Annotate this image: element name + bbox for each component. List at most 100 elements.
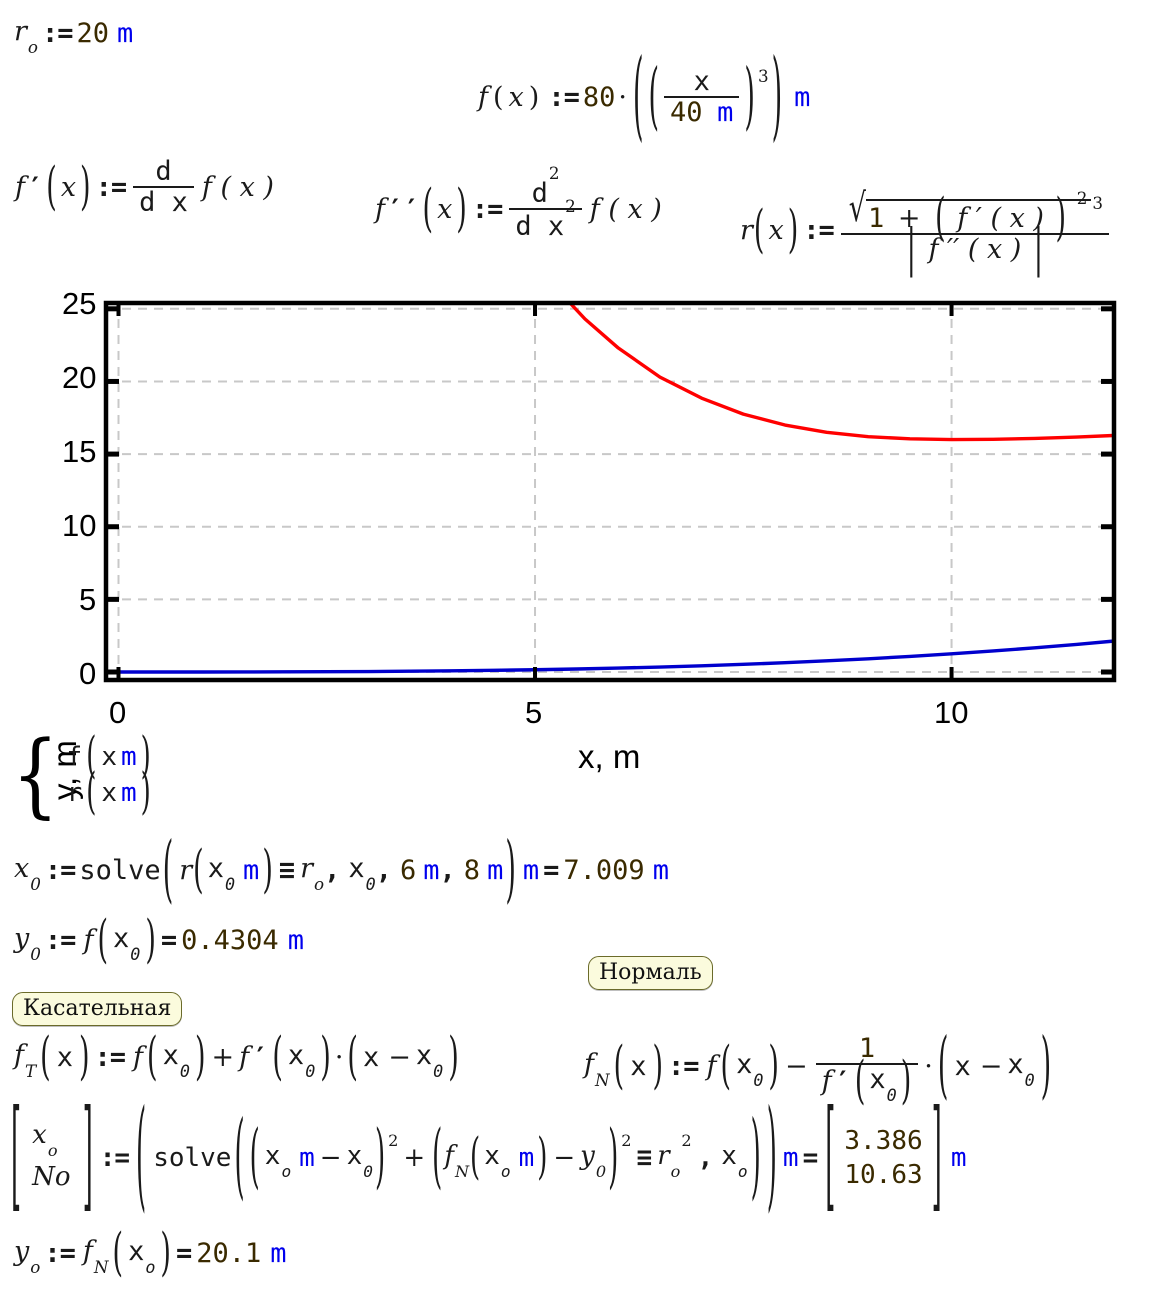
outer-paren-open: ( [632,41,644,153]
x-tick-label-5: 5 [525,695,543,730]
term2-f: f [239,1042,250,1074]
paren-close: ) [160,1224,171,1284]
definition-f-prime[interactable]: f ′ ( x ) := d d x f ( x ) [15,158,274,216]
radical-sign: √ [848,186,866,231]
equals-operator: = [543,855,560,887]
fN-symbol: fN [584,1048,610,1090]
outer-paren-close: ) [766,1089,777,1228]
abs-bar-right: | [1033,220,1044,279]
r-symbol: r [740,215,753,246]
tag-tangent[interactable]: Касательная [12,992,183,1027]
solve-out-unit: m [782,1143,799,1174]
eval-yo-line[interactable]: yo := fN ( xo ) = 20.1 m [14,1228,287,1279]
f-fraction-numerator: x [693,66,710,97]
assign-operator: := [99,1143,130,1174]
paren-close: ) [768,1036,779,1096]
solve-unknown: xo [721,1141,748,1182]
legend-f-symbol: f [66,741,83,772]
sqrt-exponent: 3 [1092,192,1103,213]
fT-symbol: fT [14,1040,37,1082]
normal-slope-fraction: 1 f ′ ( x0 ) [815,1035,919,1107]
eval-y0-line[interactable]: y0 := f ( x0 ) = 0.4304 m [14,915,304,966]
paren-close: ) [900,1052,912,1112]
minus-operator: − [388,1042,411,1074]
vector-row-no: No [32,1162,71,1193]
den-arg: x0 [869,1064,897,1106]
paren-open: ( [86,728,97,786]
paren-open: ( [147,1028,158,1088]
solve-keyword: solve [79,855,161,887]
solve-x0-arg: x0 [207,853,236,895]
solve-x0-result: 7.009 [563,855,645,887]
paren-close: ) [145,911,156,971]
definition-f[interactable]: f ( x ) := 80 · ( ( x 40 m ) 3 ) m [478,48,810,145]
definition-r-o[interactable]: ro := 20 m [14,16,134,58]
paren-close: ) [78,1028,90,1088]
yo-symbol: yo [14,1236,41,1278]
y-tick-label-25: 25 [62,286,97,321]
outer-paren-open: ( [136,1089,147,1228]
y-tick-label-10: 10 [62,508,97,543]
eval-yo-result-unit: m [270,1238,287,1270]
paren-open: ( [422,179,434,239]
solve-paren-close: ) [750,1104,761,1213]
paren-close: ) [505,828,516,913]
definition-tangent[interactable]: fT ( x ) := f ( x0 ) + f ′ ( x0 ) · ( x … [14,1032,460,1083]
paren-close: ) [140,728,151,786]
second-derivative-operator: d2 d x2 [509,164,582,242]
term2-paren-open: ( [432,1117,443,1199]
prime-mark: ′ [834,1066,851,1098]
series-line-f [116,639,1114,674]
solve-unknown: x0 [348,853,376,895]
minus-operator: − [319,1143,342,1174]
paren-close: ) [1040,1024,1052,1108]
assign-operator: := [94,1042,127,1074]
paren-close: ) [140,764,151,822]
x-tick-label-10: 10 [934,695,969,730]
derivative-dx: d x [139,187,188,218]
inner-paren-close: ) [744,55,755,139]
term1-f: f [133,1042,144,1074]
boolean-equals: ≡ [636,1143,653,1174]
inner-exponent: 2 [1076,188,1088,209]
solve-x0-line[interactable]: x0 := solve ( r ( x0 m ) ≡ ro , x0 , 6 m… [14,828,669,913]
eval-y0-result-unit: m [287,925,304,957]
term1-variable: xo [264,1141,292,1182]
den-f: f [821,1066,832,1098]
definition-f-double-prime[interactable]: f ′′ ( x ) := d2 d x2 f ( x ) [375,164,662,242]
radicand: 1 + ( f ′ ( x ) ) 2 [865,190,1092,244]
paren-open: ( [162,828,174,913]
term1-arg: x0 [162,1040,190,1082]
f-exponent: 3 [757,65,769,86]
derivative-dx-squared: d x2 [515,195,576,242]
definition-normal[interactable]: fN ( x ) := f ( x0 ) − 1 f ′ ( x0 ) · ( [584,1030,1053,1108]
f-dprime-argument: x [437,193,453,225]
f-prime-operand: f ( x ) [201,171,274,203]
eval-y0-result: 0.4304 [181,925,279,957]
term1-unit: m [299,1143,315,1174]
assign-operator: := [44,925,77,957]
solve-keyword: solve [153,1143,232,1174]
plot-region: y, m x, m 25 20 15 10 5 0 0 5 10 [0,286,1152,800]
derivative-d: d [155,156,172,187]
r-o-unit: m [117,18,134,50]
prime-mark: ′ [252,1042,269,1074]
term1-arg: x0 [736,1048,764,1090]
legend-f-arg: x [101,741,118,772]
legend-r-symbol: r [66,777,83,808]
assign-operator: := [44,855,77,887]
legend-brace: { [11,721,59,828]
equals-operator: = [160,925,178,957]
r-o-symbol: ro [14,16,38,58]
definition-r-of-x[interactable]: r ( x ) := √ 1 + ( f ′ ( x ) ) 2 3 [740,189,1112,275]
guess-high: 8 [463,855,481,887]
rhs-exponent: 2 [681,1131,692,1151]
term2-inner-paren-close: ) [537,1129,548,1187]
eval-yo-arg: xo [128,1236,156,1278]
matrix-bracket-close: ] [82,1089,93,1228]
legend-entry-f: f ( x m ) [66,732,152,781]
solve-circle-line[interactable]: [ xo No ] := ( solve ( ( xo m − x0 ) 2 +… [8,1099,966,1219]
tag-normal[interactable]: Нормаль [588,956,713,991]
paren-open: ( [613,1036,625,1096]
inner-paren-open: ( [648,55,660,139]
